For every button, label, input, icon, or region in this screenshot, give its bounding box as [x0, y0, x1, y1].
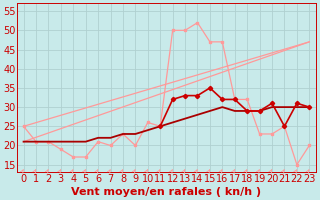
X-axis label: Vent moyen/en rafales ( kn/h ): Vent moyen/en rafales ( kn/h ): [71, 187, 261, 197]
